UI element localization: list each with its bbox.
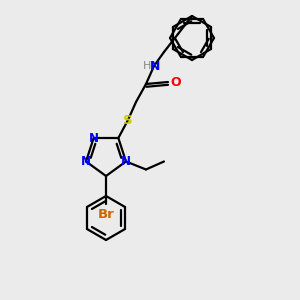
Text: Br: Br — [98, 208, 114, 220]
Text: N: N — [150, 59, 160, 73]
Text: O: O — [171, 76, 181, 88]
Text: N: N — [121, 155, 131, 168]
Text: N: N — [81, 155, 91, 168]
Text: S: S — [123, 113, 133, 127]
Text: H: H — [143, 61, 151, 71]
Text: N: N — [89, 131, 99, 145]
